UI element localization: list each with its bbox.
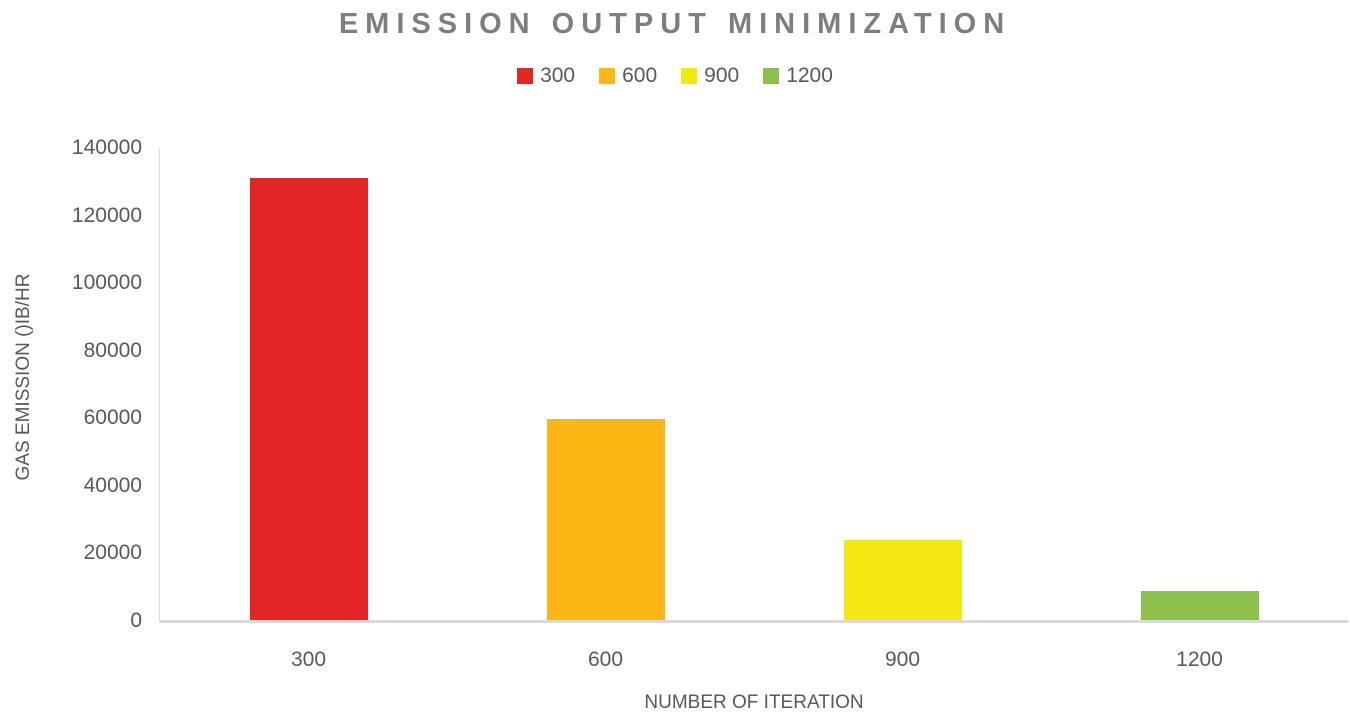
legend-item: 900 (681, 64, 739, 88)
bar-900 (843, 539, 962, 620)
y-axis-line (159, 148, 160, 622)
x-tick-label: 900 (884, 648, 921, 671)
chart-title: EMISSION OUTPUT MINIMIZATION (338, 8, 1012, 40)
bar-300 (249, 178, 368, 620)
x-tick-label: 300 (290, 648, 327, 671)
y-tick-label: 40000 (83, 473, 142, 497)
legend-swatch (517, 68, 534, 84)
bar-1200 (1140, 590, 1259, 620)
y-tick-label: 100000 (71, 271, 142, 295)
x-axis-title: NUMBER OF ITERATION (644, 692, 864, 713)
legend-label: 600 (622, 64, 658, 87)
legend-swatch (763, 68, 780, 84)
legend-label: 300 (540, 64, 576, 87)
legend-item: 300 (517, 64, 575, 88)
plot-area (160, 148, 1348, 621)
legend-swatch (599, 68, 616, 84)
legend-label: 900 (704, 64, 740, 87)
y-tick-label: 140000 (71, 136, 142, 159)
legend-item: 1200 (763, 64, 833, 88)
y-tick-label: 60000 (83, 406, 142, 430)
bar-600 (546, 418, 665, 620)
x-axis-line (160, 620, 1348, 623)
legend-label: 1200 (786, 64, 833, 87)
legend-swatch (681, 68, 698, 84)
x-tick-label: 1200 (1176, 648, 1223, 671)
x-tick-label: 600 (587, 648, 624, 671)
legend-item: 600 (599, 64, 657, 88)
y-tick-label: 0 (130, 609, 142, 632)
y-tick-label: 20000 (83, 541, 142, 565)
y-tick-label: 80000 (83, 338, 142, 362)
y-tick-label: 120000 (71, 203, 142, 227)
legend: 300 600 900 1200 (0, 64, 1350, 88)
